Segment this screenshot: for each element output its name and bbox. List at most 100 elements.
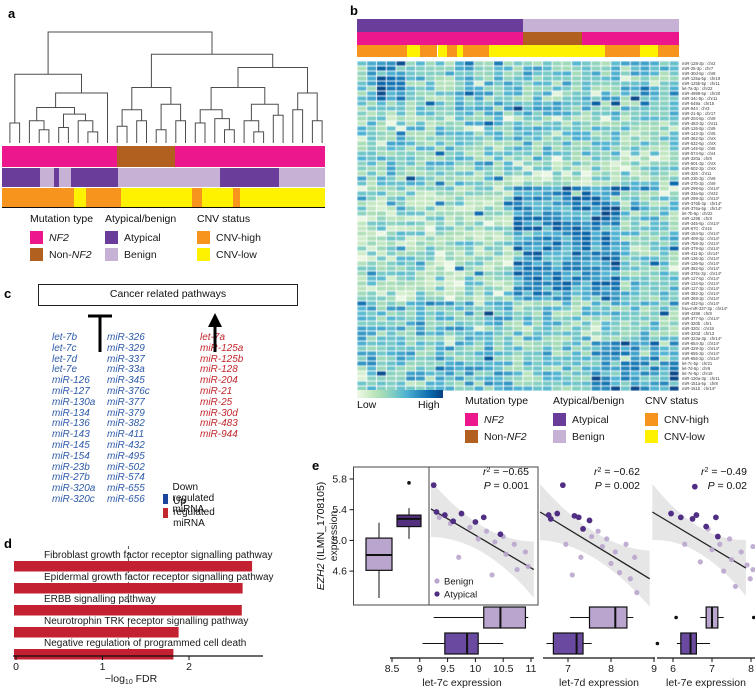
- heatmap-row-label: miR-136-5p : chr14*: [682, 261, 720, 266]
- dendrogram-link: [214, 118, 230, 143]
- heatmap-row-label: miR-128-3p : chr2: [682, 61, 716, 66]
- mirna-item: let-7e: [52, 364, 78, 376]
- mirna-item: let-7a: [200, 332, 226, 343]
- heatmap-row-label: miR-204-5p : chr9: [682, 116, 716, 121]
- heatmap-row-label: miR-145-5p : chr5: [682, 146, 716, 151]
- mirna-item: miR-126: [52, 375, 90, 387]
- pathway-bar: [14, 627, 179, 638]
- annotation-segment: [357, 19, 523, 32]
- heatmap-row-label: miR-125b-5p : chr11: [682, 81, 720, 86]
- mirna-legend-label: Down regulated miRNA: [172, 482, 215, 515]
- legend-group-1: Atypical/benign Atypical Benign: [105, 213, 176, 263]
- legend-item-label: NF2: [49, 232, 69, 244]
- heatmap-row-label: miR-151a-5p : chr8: [682, 381, 718, 386]
- d-x-axis-title: −log10 FDR: [105, 673, 158, 686]
- legend-label-part: NF2: [506, 430, 527, 443]
- heatmap-row-label: miR-532-5p : chrX: [682, 141, 716, 146]
- legend-item: Non-NF2: [465, 428, 528, 445]
- boxplot-box: [680, 632, 697, 655]
- dendrogram-link: [210, 87, 266, 110]
- e-x-tick-label: 10.5: [493, 663, 514, 675]
- e-x-tick-label: 9: [651, 663, 657, 675]
- mirna-item: let-7b: [52, 332, 78, 343]
- mirna-item: miR-495: [107, 450, 145, 462]
- dendrogram-link: [194, 122, 206, 143]
- heatmap-row-label: miR-25-3p : chr7: [682, 66, 714, 71]
- p-value-annotation: P = 0.002: [595, 480, 640, 492]
- mirna-item: miR-30d: [200, 407, 238, 419]
- mirna-item: miR-411: [107, 429, 145, 441]
- legend-item-label: CNV-low: [216, 249, 257, 261]
- heatmap-row-label: miR-4286 : chr8: [682, 311, 712, 316]
- heatmap-canvas: [357, 61, 679, 391]
- legend-item-label: Atypical: [572, 414, 609, 426]
- boxplot-outlier: [655, 641, 660, 646]
- annotation-segment: [120, 188, 193, 207]
- heatmap-row-label: miR-4999-5p : chr20: [682, 91, 721, 96]
- mirna-item: miR-345: [107, 375, 145, 387]
- pathway-label: Neurotrophin TRK receptor signalling pat…: [44, 616, 248, 627]
- legend-group-title: CNV status: [197, 213, 251, 225]
- legend-item-label: CNV-low: [664, 431, 705, 443]
- dendrogram-link: [297, 92, 318, 121]
- dendrogram-link: [36, 107, 75, 121]
- legend-label-part: Atypical: [124, 231, 161, 244]
- e-x-axis-title: let-7e expression: [666, 677, 746, 689]
- e-x-tick-label: 6: [670, 663, 676, 675]
- heatmap-colorbar: [357, 390, 443, 398]
- heatmap-row-label: miR-21-5p : chr17: [682, 111, 716, 116]
- legend-item-label: CNV-high: [216, 232, 261, 244]
- legend-item-label: Non-NF2: [484, 431, 527, 443]
- legend-group-2: CNV status CNV-high CNV-low: [645, 395, 709, 445]
- scatter-points-benign: [563, 528, 640, 596]
- heatmap-row-label: hsa-miR-337-3p : chr14*: [682, 306, 728, 311]
- heatmap-row-label: let-7b-5p : chr22: [682, 211, 713, 216]
- mirna-item: miR-23b: [52, 461, 90, 473]
- dendrogram-link: [87, 131, 99, 143]
- legend-item: CNV-high: [197, 229, 261, 246]
- heatmap-row-label: miR-574-5p : chr4: [682, 151, 716, 156]
- legend-item: CNV-high: [645, 411, 709, 428]
- dendrogram-link: [121, 109, 143, 127]
- heatmap-row-label: miR-33a-5p : chr22: [682, 191, 718, 196]
- r-squared-annotation: r2 = −0.49: [701, 466, 747, 478]
- pathway-bar: [14, 649, 174, 660]
- dendrogram-link: [175, 120, 186, 143]
- heatmap-row-label: miR-944 : chr3: [682, 106, 710, 111]
- heatmap-row-label: let-7e-5p : chr19: [682, 371, 713, 376]
- scatter-points-atypical: [668, 483, 721, 540]
- mirna-item: miR-326: [107, 332, 145, 343]
- legend-swatch: [553, 430, 566, 443]
- e-x-tick-label: 11: [526, 663, 537, 675]
- e-y-axis-title-line2: expression: [328, 510, 340, 561]
- heatmap-row-label: miR-326 : chr11: [682, 171, 712, 176]
- annotation-segment: [582, 32, 679, 45]
- legend-item: NF2: [465, 411, 528, 428]
- legend-swatch: [105, 231, 118, 244]
- panel-c-label: c: [4, 286, 12, 301]
- annotation-segment: [59, 168, 72, 187]
- e-legend-dot: [434, 591, 440, 597]
- annotation-baseline: [2, 207, 325, 208]
- e-y-tick-label: 4.6: [332, 566, 347, 578]
- mirna-item: miR-33a: [107, 364, 145, 376]
- legend-swatch: [30, 231, 43, 244]
- legend-label-part: Atypical: [572, 413, 609, 426]
- p-value-annotation: P = 0.02: [708, 480, 748, 492]
- heatmap-row-label: miR-369-3p : chr14*: [682, 296, 720, 301]
- boxplot-box: [705, 606, 719, 629]
- annotation-segment: [447, 45, 457, 57]
- d-x-tick-label: 1: [100, 661, 106, 673]
- annotation-segment: [174, 146, 325, 167]
- legend-group-title: Mutation type: [30, 213, 94, 225]
- boxplot-box: [444, 632, 479, 655]
- heatmap-row-label: miR-30d-5p : chr8: [682, 71, 716, 76]
- legend-item: NF2: [30, 229, 93, 246]
- boxplot-box: [552, 632, 584, 655]
- colorbar-high-label: High: [418, 399, 440, 411]
- annotation-segment: [192, 188, 203, 207]
- annotation-segment: [522, 19, 679, 32]
- regression-line: [430, 508, 535, 571]
- dendrogram-link: [131, 87, 172, 110]
- colorbar-low-label: Low: [357, 399, 377, 411]
